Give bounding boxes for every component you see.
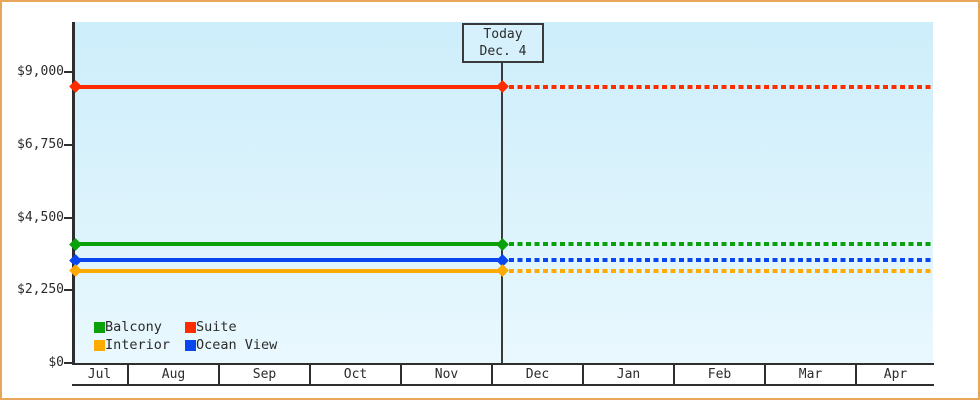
y-axis-label: $2,250 [17,282,64,298]
month-cell-apr: Apr [857,365,934,384]
month-label: Jan [616,367,641,382]
series-line-interior-dashed [509,268,933,273]
legend: Balcony Suite Interior Ocean View [94,318,277,354]
month-label: Nov [434,367,459,382]
month-cell-mar: Mar [766,365,857,384]
series-line-suite-solid [75,84,502,89]
legend-row: Balcony Suite [94,318,277,336]
y-axis [72,22,75,363]
series-line-suite-dashed [509,84,933,89]
y-axis-tick [64,289,72,292]
month-cell-jan: Jan [584,365,675,384]
y-axis-tick [64,71,72,73]
month-label: Aug [161,367,186,382]
month-cell-dec: Dec [493,365,584,384]
series-line-ocean-view-dashed [509,258,933,263]
legend-swatch-ocean-view [185,339,196,351]
legend-row: Interior Ocean View [94,336,277,354]
today-date: Dec. 4 [479,44,527,59]
x-axis-month-band: Jul Aug Sep Oct Nov Dec Jan Feb Mar Apr [72,363,934,386]
month-cell-nov: Nov [402,365,493,384]
series-line-interior-solid [75,268,502,273]
legend-swatch-balcony [94,321,105,333]
legend-swatch-interior [94,339,105,351]
month-label: Mar [798,367,823,382]
legend-label-ocean-view: Ocean View [196,337,278,353]
month-cell-sep: Sep [220,365,311,384]
y-axis-label: $9,000 [17,64,64,79]
month-label: Apr [883,367,908,382]
legend-item-ocean-view: Ocean View [185,336,277,354]
today-label: Today [483,27,523,42]
y-axis-tick [64,143,72,146]
month-label: Oct [343,367,368,382]
month-cell-oct: Oct [311,365,402,384]
legend-swatch-suite [185,321,196,333]
legend-item-balcony: Balcony [94,318,185,336]
month-label: Dec [525,367,550,382]
month-cell-aug: Aug [129,365,220,384]
y-axis-tick [64,216,72,219]
series-line-balcony-dashed [509,242,933,247]
legend-label-suite: Suite [196,319,237,335]
legend-label-interior: Interior [105,337,171,353]
plot-area [75,22,933,363]
month-label: Sep [252,367,277,382]
series-line-balcony-solid [75,242,502,247]
month-cell-feb: Feb [675,365,766,384]
today-annotation-box: Today Dec. 4 [462,23,544,63]
legend-label-balcony: Balcony [105,319,162,335]
month-label: Jul [87,367,112,382]
month-label: Feb [707,367,732,382]
legend-item-suite: Suite [185,318,237,336]
legend-item-interior: Interior [94,336,185,354]
y-axis-label: $0 [48,355,64,370]
series-line-ocean-view-solid [75,258,502,263]
y-axis-label: $6,750 [17,136,64,152]
y-axis-tick [64,362,72,364]
today-line [501,63,503,363]
y-axis-label: $4,500 [17,209,64,225]
month-cell-jul: Jul [72,365,129,384]
